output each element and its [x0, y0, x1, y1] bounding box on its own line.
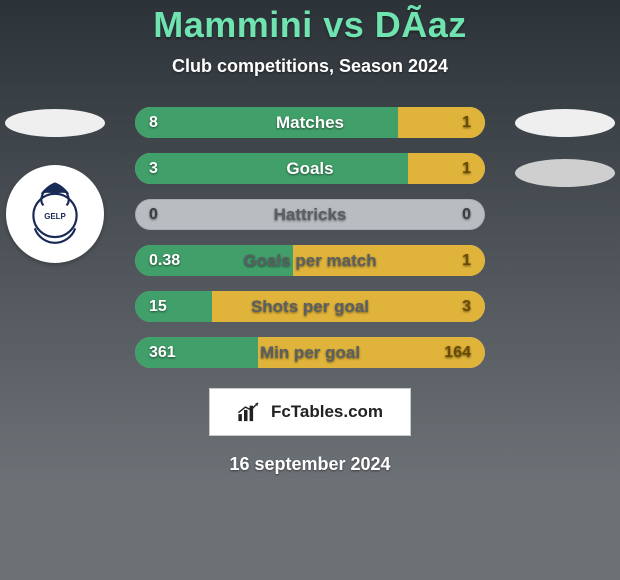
stat-row: Min per goal361164 [135, 337, 485, 368]
stat-row: Shots per goal153 [135, 291, 485, 322]
stat-left-fill [135, 291, 212, 322]
date-line: 16 september 2024 [0, 454, 620, 475]
stat-right-value: 0 [462, 199, 471, 230]
stat-right-fill [398, 107, 486, 138]
brand-chart-icon [237, 401, 265, 423]
stat-row: Matches81 [135, 107, 485, 138]
stat-row: Goals31 [135, 153, 485, 184]
stat-right-fill [293, 245, 486, 276]
stat-right-fill [212, 291, 485, 322]
stat-left-fill [135, 153, 408, 184]
stat-left-fill [135, 337, 258, 368]
stat-right-fill [408, 153, 485, 184]
left-player-photo-placeholder [5, 109, 105, 137]
comparison-main: GELP Matches81 Goals31 Hattricks0 0 Goals pe… [0, 107, 620, 475]
svg-text:GELP: GELP [44, 212, 66, 221]
crest-svg: GELP [19, 178, 91, 250]
right-player-photo-placeholder [515, 109, 615, 137]
left-club-crest: GELP [6, 165, 104, 263]
right-player-column [510, 107, 620, 187]
stat-row: Hattricks0 0 [135, 199, 485, 230]
stat-label: Hattricks [135, 199, 485, 230]
subtitle: Club competitions, Season 2024 [0, 56, 620, 77]
left-player-column: GELP [0, 107, 110, 263]
stat-right-fill [258, 337, 486, 368]
page-title: Mammini vs DÃ­az [0, 4, 620, 46]
stat-bars: Matches81 Goals31 Hattricks0 0 Goals per mat… [135, 107, 485, 368]
stat-left-fill [135, 107, 398, 138]
stat-left-value: 0 [149, 199, 158, 230]
stat-left-fill [135, 245, 293, 276]
stat-row: Goals per match0.381 [135, 245, 485, 276]
infographic-root: Mammini vs DÃ­az Club competitions, Seas… [0, 0, 620, 475]
brand-text: FcTables.com [271, 402, 383, 422]
right-club-crest-placeholder [515, 159, 615, 187]
brand-box: FcTables.com [209, 388, 411, 436]
